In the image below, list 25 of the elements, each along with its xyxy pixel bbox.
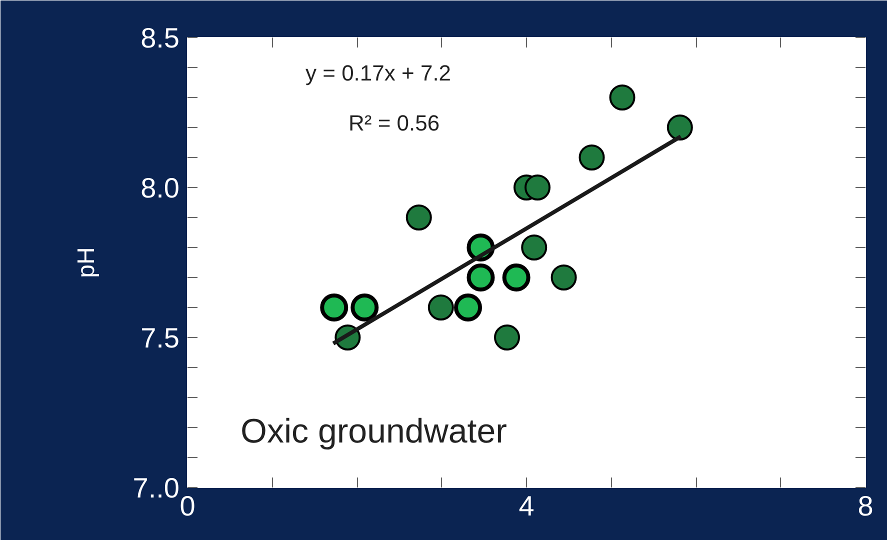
point: [502, 264, 530, 292]
point: [578, 144, 605, 170]
annotation: Oxic groundwater: [240, 412, 507, 450]
x-tick-label: 0: [180, 490, 196, 522]
annotation: y = 0.17x + 7.2: [306, 60, 452, 86]
x-tick-label: 4: [518, 490, 534, 522]
x-tick-label: 8: [858, 490, 874, 522]
point: [466, 264, 495, 292]
point: [428, 294, 454, 320]
y-tick-label: 8.5: [140, 22, 180, 54]
y-tick-label: 8.0: [140, 172, 180, 204]
y-tick-label: 7..0: [132, 472, 180, 504]
point: [524, 174, 551, 200]
point: [320, 294, 348, 322]
point: [521, 234, 548, 260]
point: [494, 324, 520, 350]
annotation: R² = 0.56: [348, 110, 440, 136]
point: [350, 294, 379, 322]
y-axis-title: pH: [72, 247, 100, 278]
point: [666, 114, 693, 140]
point: [454, 294, 482, 322]
point: [406, 204, 432, 230]
y-tick-label: 7.5: [140, 322, 180, 354]
point: [609, 84, 636, 110]
point: [550, 264, 577, 290]
